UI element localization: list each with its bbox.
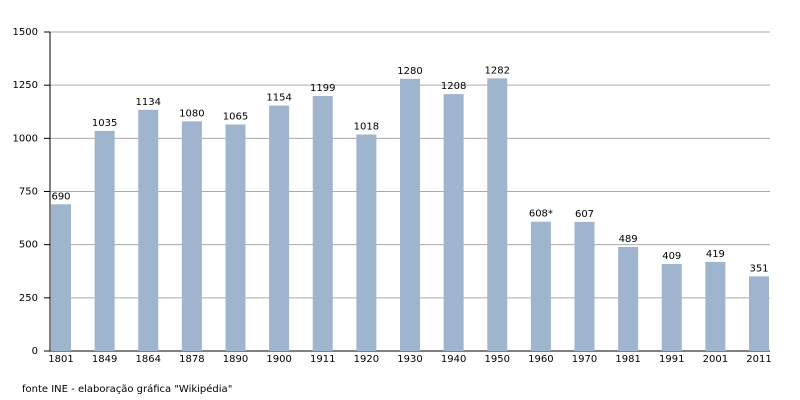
value-label: 1065 <box>223 112 248 123</box>
x-tick-label: 1930 <box>397 354 422 365</box>
bar <box>749 276 769 351</box>
x-tick-label: 1970 <box>572 354 597 365</box>
value-label: 419 <box>706 249 725 260</box>
value-label: 351 <box>749 263 768 274</box>
value-label: 607 <box>575 209 594 220</box>
y-tick-label: 500 <box>19 240 38 251</box>
value-label: 489 <box>619 234 638 245</box>
x-tick-label: 1950 <box>485 354 510 365</box>
value-label: 409 <box>662 251 681 262</box>
value-label: 1134 <box>136 97 161 108</box>
y-tick-label: 250 <box>19 293 38 304</box>
x-tick-label: 1991 <box>659 354 684 365</box>
value-label: 1018 <box>354 122 379 133</box>
y-tick-label: 1000 <box>13 133 38 144</box>
value-label: 1282 <box>485 65 510 76</box>
x-tick-label: 1920 <box>354 354 379 365</box>
x-tick-label: 1900 <box>266 354 291 365</box>
y-tick-label: 750 <box>19 187 38 198</box>
x-tick-label: 1890 <box>223 354 248 365</box>
x-tick-label: 1960 <box>528 354 553 365</box>
bar <box>181 121 202 351</box>
bar <box>94 130 115 351</box>
value-label: 1199 <box>310 83 335 94</box>
value-label: 1280 <box>397 66 422 77</box>
x-tick-label: 1981 <box>615 354 640 365</box>
bar <box>574 221 595 351</box>
bar <box>312 96 333 351</box>
y-tick-label: 1250 <box>13 80 38 91</box>
x-tick-label: 1911 <box>310 354 335 365</box>
bar <box>618 247 639 351</box>
x-tick-label: 1849 <box>92 354 117 365</box>
value-label: 608* <box>529 209 553 220</box>
bar <box>661 264 682 351</box>
y-tick-label: 1500 <box>13 27 38 38</box>
bar <box>705 261 726 351</box>
x-tick-label: 1864 <box>136 354 161 365</box>
x-tick-label: 1940 <box>441 354 466 365</box>
bar <box>487 78 508 352</box>
value-label: 1208 <box>441 81 466 92</box>
x-tick-label: 2011 <box>746 354 771 365</box>
bar <box>443 94 464 351</box>
bar <box>530 221 551 351</box>
x-tick-label: 2001 <box>703 354 728 365</box>
bar <box>356 134 377 351</box>
y-tick-label: 0 <box>32 346 38 357</box>
bar <box>51 204 71 351</box>
x-tick-label: 1801 <box>48 354 73 365</box>
bar <box>138 109 159 351</box>
value-label: 1154 <box>266 93 291 104</box>
bar <box>269 105 290 351</box>
bar <box>225 124 246 351</box>
x-tick-label: 1878 <box>179 354 204 365</box>
value-label: 1080 <box>179 108 204 119</box>
source-note: fonte INE - elaboração gráfica "Wikipédi… <box>22 383 232 395</box>
value-label: 690 <box>51 191 70 202</box>
value-label: 1035 <box>92 118 117 129</box>
bar <box>400 78 420 351</box>
